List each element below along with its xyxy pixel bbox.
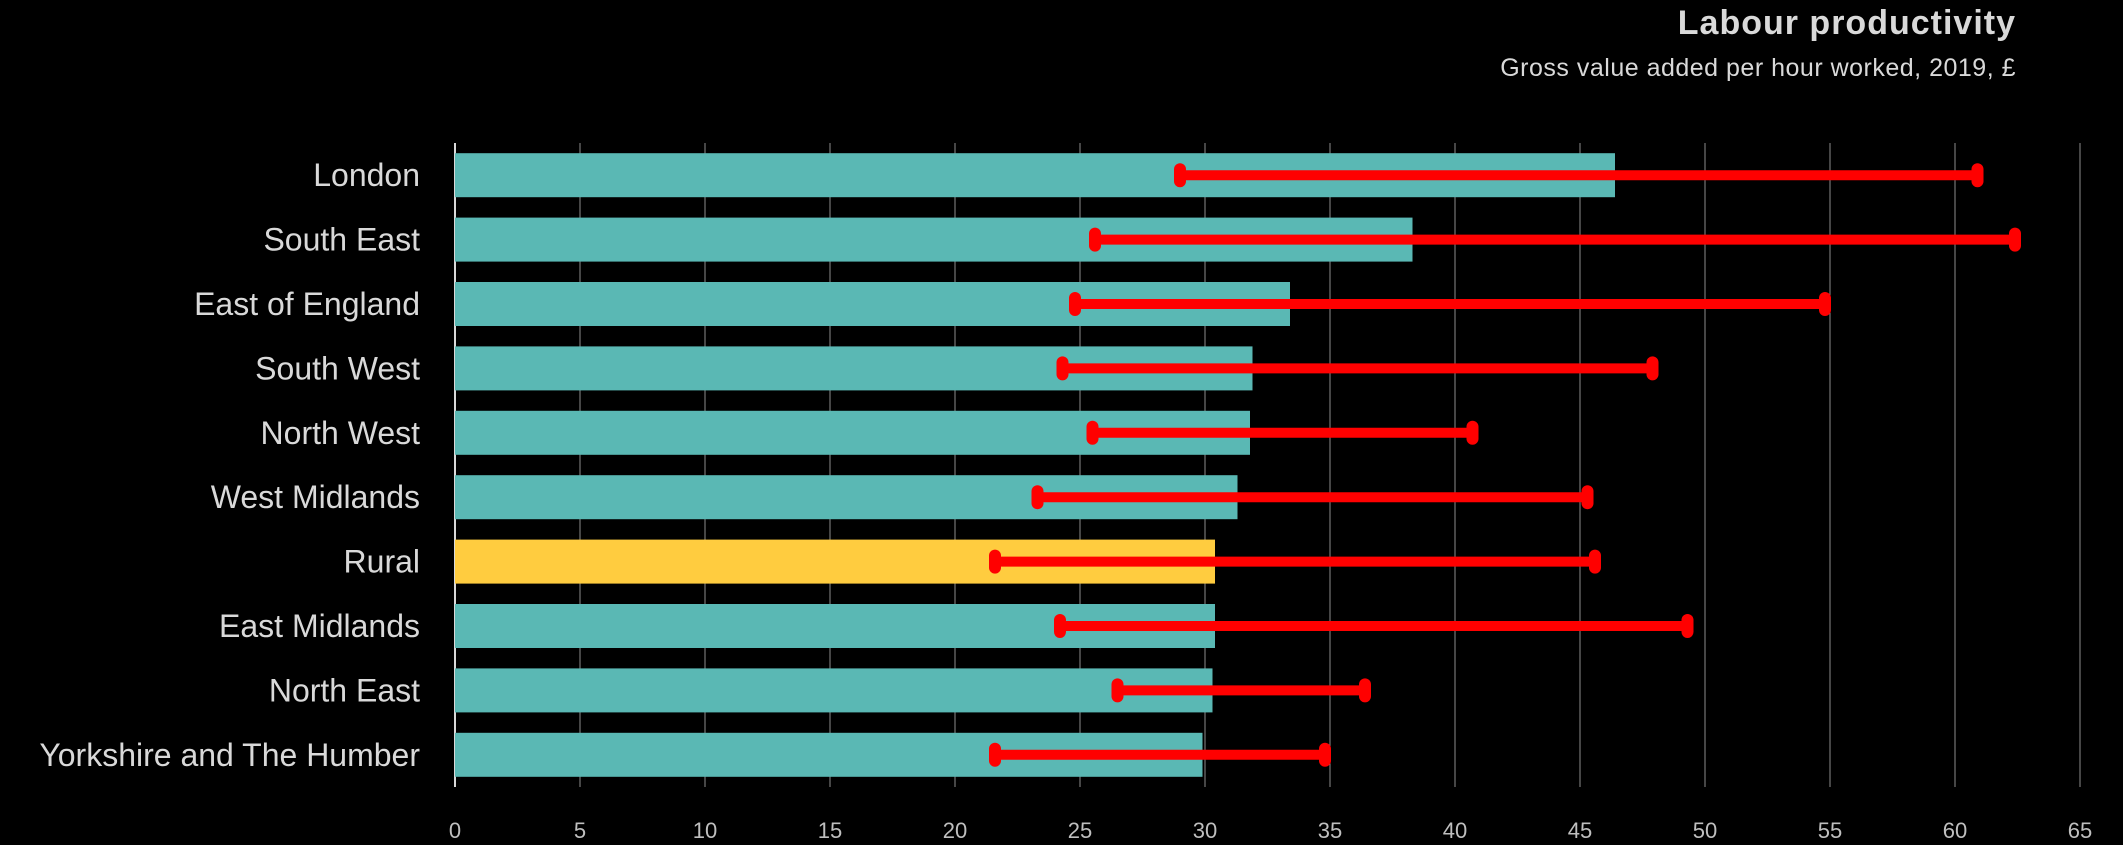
x-tick-label: 0	[449, 818, 461, 843]
range-cap	[1581, 485, 1594, 510]
range-cap	[989, 742, 1001, 767]
x-tick-label: 10	[693, 818, 717, 843]
range-cap	[1646, 356, 1659, 381]
range-cap	[1681, 614, 1694, 638]
category-labels: London South East East of England South Wes…	[39, 157, 420, 773]
category-label: Yorkshire and The Humber	[39, 737, 420, 773]
range-cap	[1111, 678, 1124, 703]
x-tick-label: 50	[1693, 818, 1717, 843]
range-marker	[989, 549, 1601, 574]
category-label: Rural	[344, 544, 420, 580]
x-tick-label: 40	[1443, 818, 1467, 843]
range-marker	[1031, 485, 1594, 510]
chart-title: Labour productivity	[1677, 4, 2016, 42]
category-label: London	[313, 157, 420, 193]
range-marker	[1086, 420, 1479, 445]
range-cap	[1359, 678, 1371, 703]
bar	[455, 668, 1213, 713]
x-tick-label: 45	[1568, 818, 1592, 843]
category-label: East of England	[194, 286, 420, 322]
range-marker	[1111, 678, 1371, 703]
x-tick-label: 65	[2068, 818, 2092, 843]
range-cap	[1174, 163, 1186, 188]
range-marker	[1069, 292, 1831, 316]
x-tick-label: 30	[1193, 818, 1217, 843]
range-marker	[1174, 163, 1984, 188]
range-cap	[1086, 420, 1099, 445]
category-label: South West	[255, 350, 420, 386]
range-cap	[1466, 420, 1479, 445]
x-tick-label: 25	[1068, 818, 1092, 843]
category-label: South East	[263, 222, 420, 258]
x-tick-label: 60	[1943, 818, 1967, 843]
category-label: North East	[269, 672, 420, 708]
range-cap	[1089, 227, 1101, 252]
range-cap	[1031, 485, 1044, 510]
x-tick-labels: 0 5 10 15 20 25 30 35 40 45 50 55 60 65	[449, 818, 2092, 843]
x-tick-label: 55	[1818, 818, 1842, 843]
range-cap	[2009, 227, 2021, 252]
x-tick-label: 35	[1318, 818, 1342, 843]
category-label: East Midlands	[219, 608, 420, 644]
category-label: West Midlands	[211, 479, 420, 515]
bars	[455, 153, 1615, 777]
x-tick-label: 20	[943, 818, 967, 843]
category-label: North West	[261, 415, 421, 451]
chart-subtitle: Gross value added per hour worked, 2019,…	[1500, 54, 2016, 82]
range-marker	[1089, 227, 2021, 252]
range-cap	[1819, 292, 1831, 316]
range-cap	[1056, 356, 1069, 381]
range-marker	[1056, 356, 1659, 381]
range-cap	[1319, 742, 1331, 767]
range-cap	[1069, 292, 1081, 316]
range-cap	[1589, 549, 1601, 574]
range-cap	[1054, 614, 1066, 638]
x-tick-label: 15	[818, 818, 842, 843]
ranges	[989, 163, 2021, 767]
range-marker	[989, 742, 1331, 767]
range-cap	[989, 549, 1001, 574]
range-marker	[1054, 614, 1694, 638]
x-tick-label: 5	[574, 818, 586, 843]
range-cap	[1971, 163, 1984, 188]
